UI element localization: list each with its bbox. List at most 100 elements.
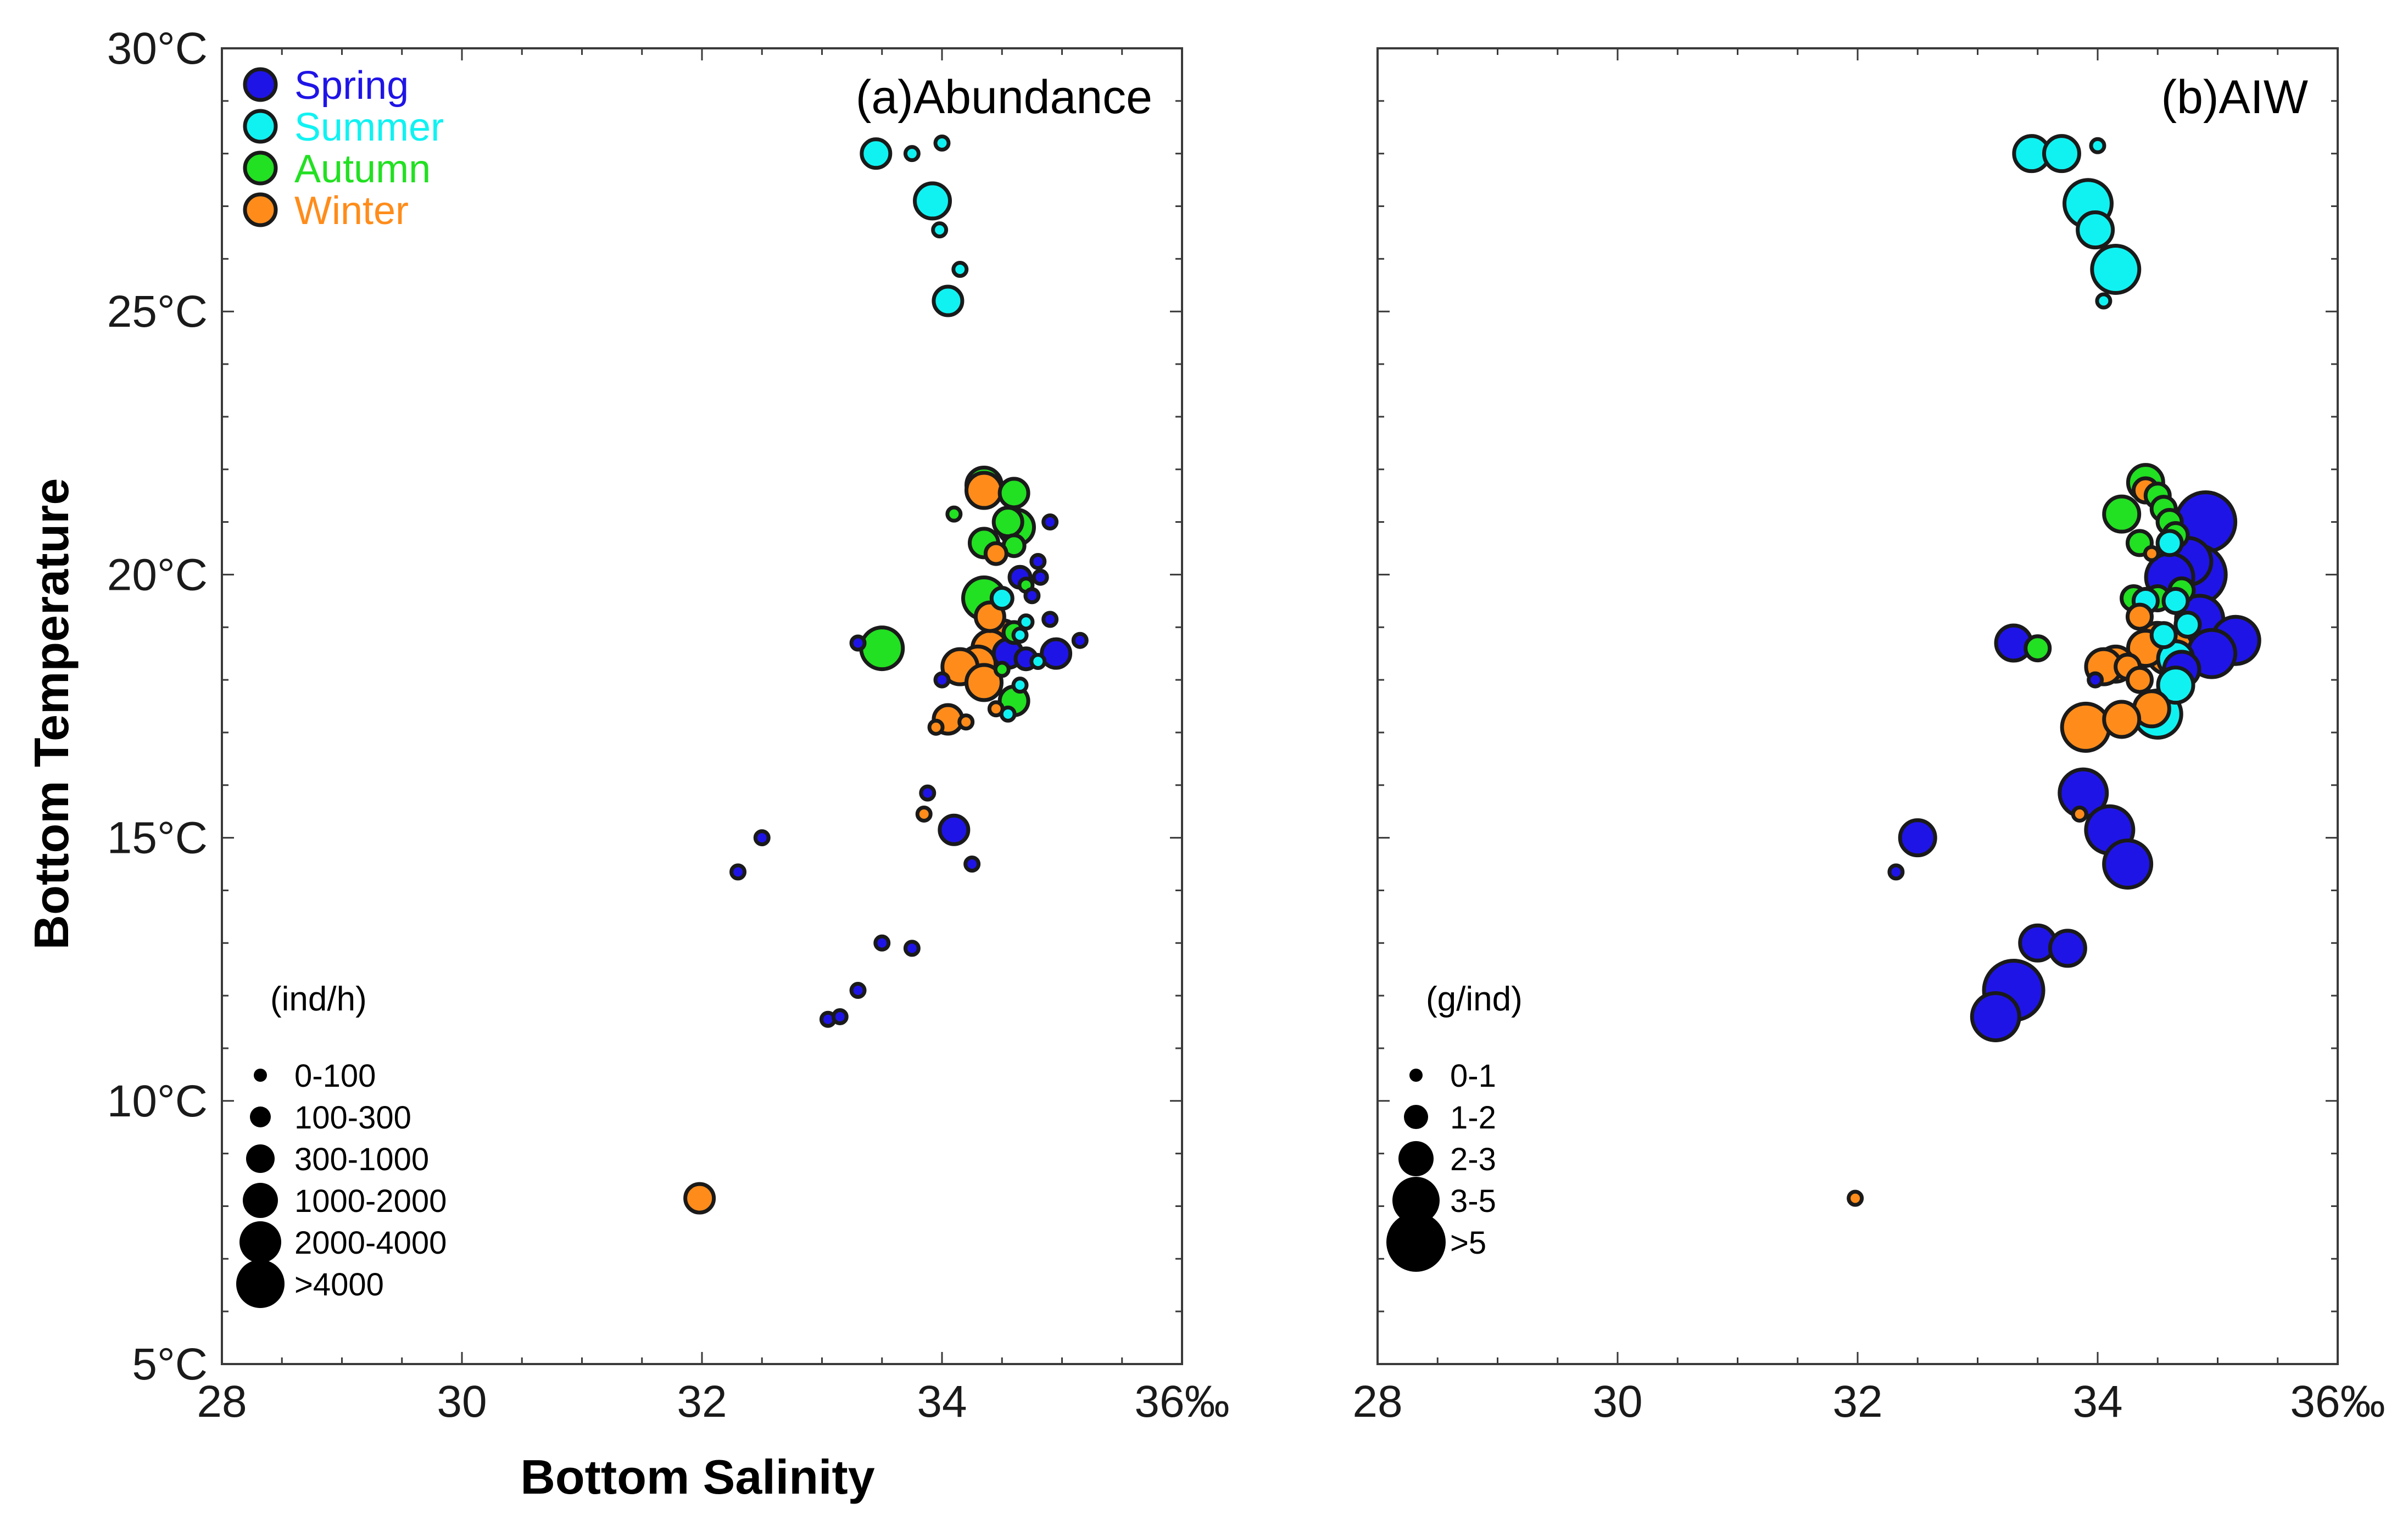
x-tick-label: 34 <box>2072 1377 2122 1427</box>
size-legend-marker <box>1392 1177 1440 1224</box>
data-point-autumn <box>2102 494 2142 534</box>
data-point-spring <box>933 671 951 689</box>
legend-marker-summer <box>243 109 278 144</box>
data-point-summer <box>2155 529 2184 557</box>
data-point-summer <box>2173 610 2202 639</box>
data-point-summer <box>860 137 893 170</box>
legend-label-summer: Summer <box>294 105 444 149</box>
x-tick-label: 34 <box>917 1377 967 1427</box>
data-point-summer <box>989 586 1015 611</box>
data-point-summer <box>2149 621 2178 650</box>
data-point-autumn <box>945 505 963 523</box>
y-tick-label: 30°C <box>107 24 208 74</box>
y-tick-label: 5°C <box>132 1339 208 1389</box>
y-tick-label: 20°C <box>107 550 208 600</box>
data-point-spring <box>1887 863 1905 881</box>
data-point-winter <box>2060 701 2111 753</box>
data-point-spring <box>753 829 771 847</box>
data-point-autumn <box>997 477 1030 510</box>
data-point-spring <box>963 856 981 873</box>
data-point-winter <box>1847 1189 1864 1207</box>
data-point-spring <box>1898 818 1937 858</box>
data-point-winter <box>2143 545 2160 562</box>
data-point-spring <box>2102 839 2154 890</box>
data-point-spring <box>938 813 971 846</box>
data-point-summer <box>1017 613 1035 631</box>
legend-label-autumn: Autumn <box>294 147 431 191</box>
data-point-summer <box>913 181 952 221</box>
plot-frame <box>1376 47 2339 1365</box>
legend-marker-spring <box>243 67 278 102</box>
size-legend-label: >4000 <box>294 1267 384 1303</box>
data-point-winter <box>964 663 1004 702</box>
legend-marker-winter <box>243 192 278 227</box>
data-point-summer <box>2161 586 2190 615</box>
legend-marker-autumn <box>243 150 278 186</box>
y-axis-title: Bottom Temperature <box>24 478 79 950</box>
data-point-spring <box>831 1008 849 1025</box>
x-tick-label: 32 <box>1832 1377 1882 1427</box>
data-point-summer <box>932 284 965 317</box>
data-point-summer <box>2090 244 2142 295</box>
x-axis-title: Bottom Salinity <box>520 1450 874 1504</box>
data-point-winter <box>2102 700 2142 739</box>
size-legend-title: (ind/h) <box>270 980 367 1018</box>
data-point-summer <box>2095 292 2112 310</box>
x-tick-label: 36‰ <box>2290 1377 2385 1427</box>
data-point-spring <box>1032 568 1049 586</box>
size-legend-marker <box>1404 1105 1428 1129</box>
data-point-spring <box>903 940 921 957</box>
data-point-spring <box>849 634 867 652</box>
data-point-summer <box>1011 677 1029 694</box>
data-point-spring <box>1071 632 1089 649</box>
size-legend-marker <box>246 1144 275 1173</box>
x-tick-label: 36‰ <box>1134 1377 1229 1427</box>
size-legend-marker <box>250 1107 271 1127</box>
size-legend-label: 1000-2000 <box>294 1183 447 1219</box>
size-legend-label: 0-100 <box>294 1058 376 1094</box>
size-legend-title: (g/ind) <box>1426 980 1523 1018</box>
data-point-spring <box>919 784 937 802</box>
data-point-spring <box>1040 637 1073 670</box>
data-point-winter <box>957 713 975 731</box>
y-tick-label: 15°C <box>107 813 208 863</box>
panel-title: (b)AIW <box>2161 71 2308 124</box>
data-point-summer <box>2076 210 2115 250</box>
size-legend-label: 2-3 <box>1450 1142 1496 1177</box>
data-point-autumn <box>993 661 1011 678</box>
size-legend-label: >5 <box>1450 1225 1486 1261</box>
size-legend-marker <box>236 1260 285 1308</box>
panel-title: (a)Abundance <box>856 71 1152 124</box>
data-point-autumn <box>991 506 1024 539</box>
data-point-winter <box>2125 602 2154 631</box>
data-point-spring <box>2087 671 2104 689</box>
data-point-winter <box>915 805 933 823</box>
size-legend-label: 1-2 <box>1450 1100 1496 1136</box>
y-tick-label: 25°C <box>107 287 208 337</box>
data-point-spring <box>849 982 867 999</box>
size-legend-label: 100-300 <box>294 1100 411 1136</box>
data-point-autumn <box>2024 634 2052 663</box>
x-tick-label: 30 <box>1592 1377 1642 1427</box>
size-legend-marker <box>1386 1212 1446 1272</box>
data-point-winter <box>927 718 945 736</box>
data-point-winter <box>683 1182 716 1215</box>
size-legend-marker <box>243 1183 278 1218</box>
data-point-winter <box>2125 666 2154 694</box>
data-point-summer <box>1029 653 1047 670</box>
size-legend-label: 3-5 <box>1450 1183 1496 1219</box>
x-tick-label: 28 <box>1352 1377 1402 1427</box>
data-point-winter <box>2071 805 2088 823</box>
y-tick-label: 10°C <box>107 1076 208 1126</box>
data-point-spring <box>873 934 891 952</box>
data-point-spring <box>2048 929 2087 968</box>
size-legend-label: 300-1000 <box>294 1142 429 1177</box>
data-point-summer <box>1011 627 1029 644</box>
data-point-winter <box>983 541 1008 566</box>
size-legend-marker <box>239 1221 281 1263</box>
data-point-summer <box>931 221 949 239</box>
data-point-spring <box>1041 611 1059 628</box>
data-point-spring <box>1970 991 2021 1042</box>
panel-abundance: 28 30 32 34 36‰ 5°C 10°C 15°C 20°C 25°C 30°C (a)Abu… <box>107 24 1230 1427</box>
data-point-spring <box>1023 587 1041 605</box>
